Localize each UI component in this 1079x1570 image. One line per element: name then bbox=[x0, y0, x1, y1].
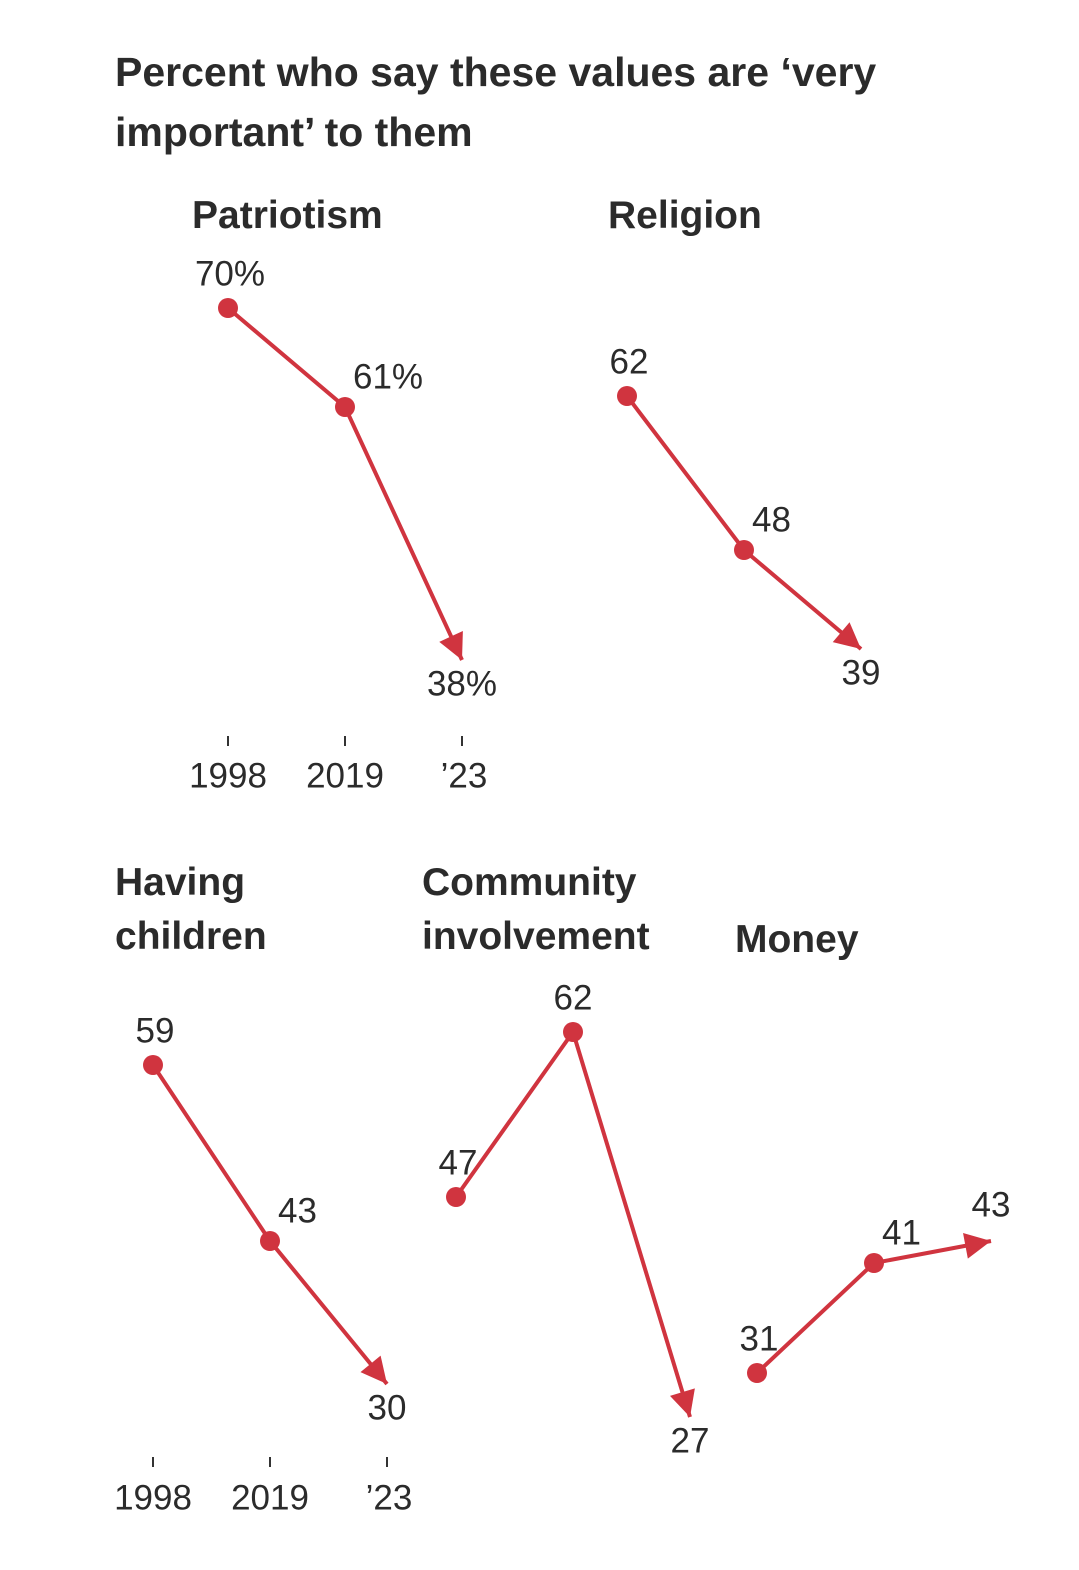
line bbox=[151, 1063, 389, 1386]
value-label: 43 bbox=[972, 1185, 1011, 1224]
line bbox=[226, 306, 464, 661]
value-label: 30 bbox=[368, 1388, 407, 1427]
arrowhead bbox=[670, 1388, 695, 1417]
value-label: 41 bbox=[882, 1213, 921, 1252]
value-label: 48 bbox=[752, 500, 791, 539]
value-label: 62 bbox=[554, 978, 593, 1017]
line bbox=[625, 394, 863, 651]
arrowhead bbox=[360, 1355, 387, 1384]
point bbox=[143, 1055, 163, 1075]
x-tick-label: 1998 bbox=[114, 1478, 192, 1517]
point bbox=[260, 1231, 280, 1251]
value-label: 38% bbox=[427, 664, 497, 703]
arrowhead bbox=[832, 622, 861, 649]
x-tick-label: 2019 bbox=[231, 1478, 309, 1517]
value-label: 39 bbox=[842, 653, 881, 692]
arrowhead bbox=[963, 1233, 991, 1259]
line bbox=[454, 1027, 692, 1418]
panel-title: Religion bbox=[608, 194, 762, 237]
point bbox=[864, 1253, 884, 1273]
point bbox=[734, 540, 754, 560]
point bbox=[563, 1022, 583, 1042]
panel-title: Community involvement bbox=[422, 861, 650, 958]
arrowhead bbox=[439, 630, 463, 660]
point bbox=[747, 1363, 767, 1383]
value-label: 47 bbox=[439, 1143, 478, 1182]
panel-title: Money bbox=[735, 918, 859, 961]
value-label: 61% bbox=[353, 357, 423, 396]
x-tick-label: 1998 bbox=[189, 756, 267, 795]
value-label: 27 bbox=[671, 1421, 710, 1460]
x-tick-label: ’23 bbox=[441, 756, 488, 795]
value-label: 43 bbox=[278, 1191, 317, 1230]
point bbox=[617, 386, 637, 406]
x-tick-label: ’23 bbox=[366, 1478, 413, 1517]
point bbox=[335, 397, 355, 417]
value-label: 70% bbox=[195, 254, 265, 293]
value-label: 62 bbox=[610, 342, 649, 381]
panel-title: Patriotism bbox=[192, 194, 383, 237]
point bbox=[446, 1187, 466, 1207]
x-tick-label: 2019 bbox=[306, 756, 384, 795]
panel-title: Having children bbox=[115, 861, 267, 958]
point bbox=[218, 298, 238, 318]
value-label: 31 bbox=[740, 1319, 779, 1358]
chart-title: Percent who say these values are ‘very i… bbox=[115, 49, 877, 155]
value-label: 59 bbox=[136, 1011, 175, 1050]
